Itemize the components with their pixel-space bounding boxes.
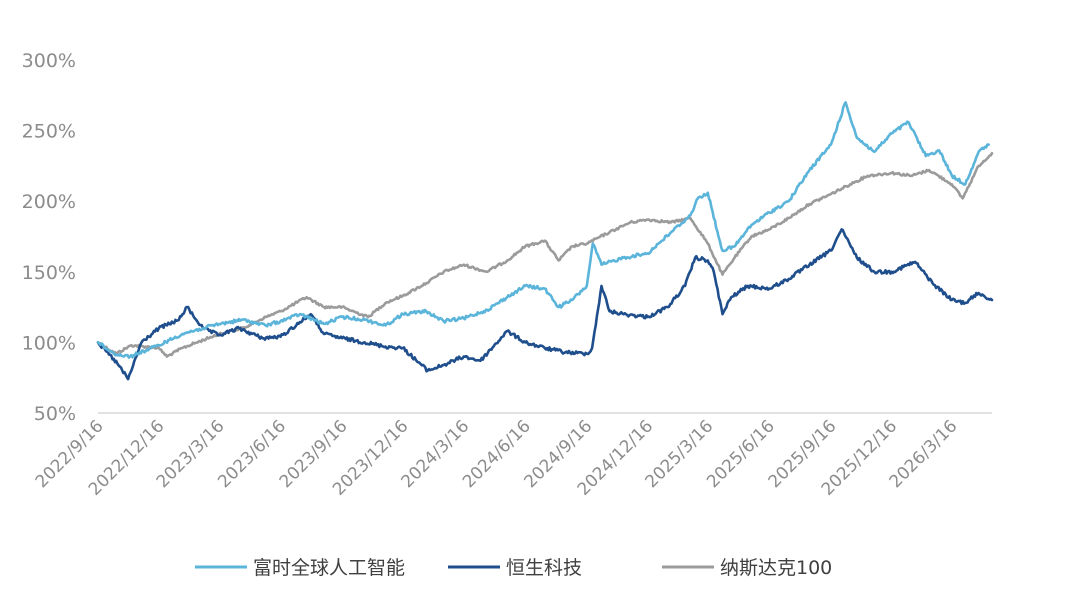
legend-label-2: 纳斯达克100: [720, 557, 832, 579]
y-axis-ticks: 300% 250% 200% 150% 100% 50%: [22, 50, 76, 425]
y-tick-label: 300%: [22, 50, 76, 72]
legend: 富时全球人工智能 恒生科技 纳斯达克100: [195, 557, 832, 579]
legend-label-1: 恒生科技: [506, 557, 582, 579]
series-line-0: [96, 101, 990, 359]
y-tick-label: 250%: [22, 121, 76, 143]
y-tick-label: 200%: [22, 191, 76, 213]
series-layer: [96, 101, 994, 381]
y-tick-label: 100%: [22, 332, 76, 354]
series-line-1: [96, 228, 994, 381]
series-line-2: [96, 151, 994, 358]
y-tick-label: 150%: [22, 262, 76, 284]
y-tick-label: 50%: [34, 403, 76, 425]
legend-label-0: 富时全球人工智能: [253, 557, 405, 579]
x-axis-ticks: 2022/9/162022/12/162023/3/162023/6/16202…: [32, 416, 962, 499]
